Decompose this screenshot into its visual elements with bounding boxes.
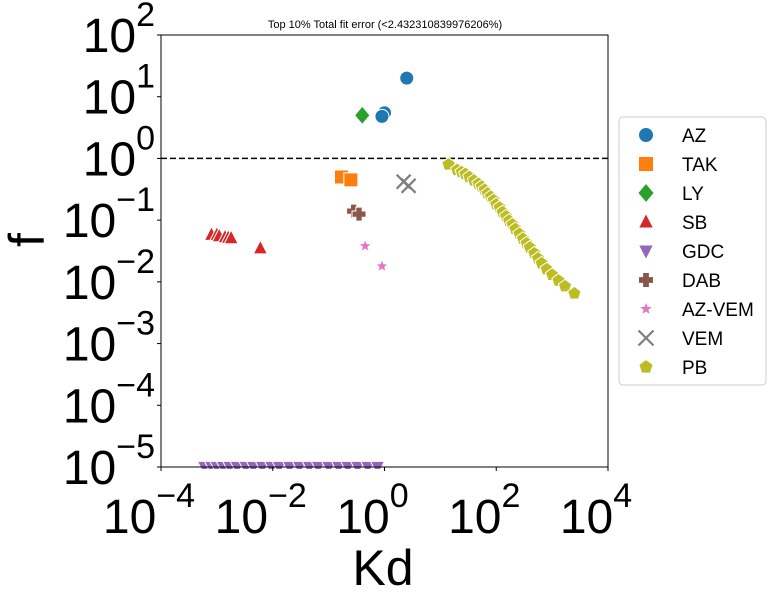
- series-pb: [441, 156, 582, 300]
- x-tick-label: 100: [336, 477, 408, 544]
- legend-marker-tak: [638, 156, 654, 172]
- y-tick-label: 10−3: [63, 305, 155, 372]
- series-gdc: [196, 460, 386, 469]
- x-axis-label: Kd: [352, 540, 413, 596]
- legend-label: GDC: [682, 242, 724, 263]
- legend-item-dab: DAB: [638, 271, 721, 292]
- legend-item-tak: TAK: [638, 155, 718, 176]
- legend-label: PB: [682, 358, 707, 379]
- legend-item-az: AZ: [638, 126, 707, 147]
- data-point-pb: [567, 285, 582, 300]
- y-tick-label: 10−2: [63, 243, 155, 310]
- data-point-tak: [343, 172, 359, 188]
- data-point-pb: [557, 278, 573, 293]
- data-point-sb: [252, 239, 269, 255]
- legend-item-ly: LY: [637, 182, 704, 205]
- legend-label: LY: [682, 184, 704, 205]
- series-vem: [395, 173, 417, 194]
- legend-item-az-vem: AZ-VEM: [637, 300, 754, 321]
- legend-label: TAK: [682, 155, 718, 176]
- legend-item-pb: PB: [638, 358, 707, 379]
- series-az: [374, 70, 415, 124]
- series-sb: [203, 225, 269, 255]
- y-tick-label: 101: [83, 58, 155, 125]
- data-point-az-vem: [357, 237, 374, 253]
- legend-marker-ly: [637, 182, 655, 204]
- y-tick-label: 102: [83, 0, 155, 63]
- y-tick-label: 10−1: [63, 181, 155, 248]
- data-point-dab: [351, 206, 367, 222]
- series-dab: [346, 203, 367, 222]
- y-tick-label: 10−4: [63, 366, 155, 433]
- legend: AZ TAK LY SB GDC DAB AZ-VEM VEM PB: [618, 116, 767, 386]
- y-axis-label: f: [0, 233, 55, 247]
- data-point-ly: [353, 105, 371, 126]
- legend-label: SB: [682, 213, 707, 234]
- legend-marker-vem: [637, 329, 655, 347]
- legend-item-sb: SB: [637, 212, 707, 234]
- legend-marker-az-vem: [637, 300, 655, 317]
- legend-item-gdc: GDC: [637, 242, 724, 263]
- legend-label: VEM: [682, 329, 723, 350]
- x-tick-label: 10−2: [215, 477, 307, 544]
- x-tick-label: 102: [448, 477, 520, 544]
- y-tick-label: 10−5: [63, 428, 155, 495]
- data-point-az: [399, 70, 415, 86]
- series-az-vem: [357, 237, 390, 273]
- legend-label: DAB: [682, 271, 721, 292]
- legend-item-vem: VEM: [637, 329, 723, 350]
- legend-marker-az: [638, 127, 654, 143]
- y-tick-label: 100: [83, 119, 155, 186]
- x-axis-ticks: 10−4 10−2 100 102 104: [103, 467, 632, 544]
- data-point-sb: [223, 229, 239, 245]
- plot-area: [161, 70, 608, 469]
- data-point-az-vem: [373, 257, 390, 273]
- legend-marker-dab: [638, 272, 654, 288]
- legend-box: [618, 116, 767, 386]
- data-point-gdc: [369, 460, 386, 469]
- chart-title: Top 10% Total fit error (<2.432310839976…: [268, 19, 502, 31]
- legend-marker-pb: [638, 358, 654, 374]
- legend-label: AZ: [682, 126, 707, 147]
- x-tick-label: 104: [560, 477, 632, 544]
- series-tak: [334, 169, 359, 188]
- legend-marker-sb: [637, 212, 655, 229]
- data-point-vem: [400, 178, 417, 194]
- x-tick-label: 10−4: [103, 477, 195, 544]
- legend-marker-gdc: [637, 244, 655, 261]
- data-point-az: [374, 108, 390, 124]
- series-ly: [353, 105, 371, 126]
- legend-label: AZ-VEM: [682, 300, 754, 321]
